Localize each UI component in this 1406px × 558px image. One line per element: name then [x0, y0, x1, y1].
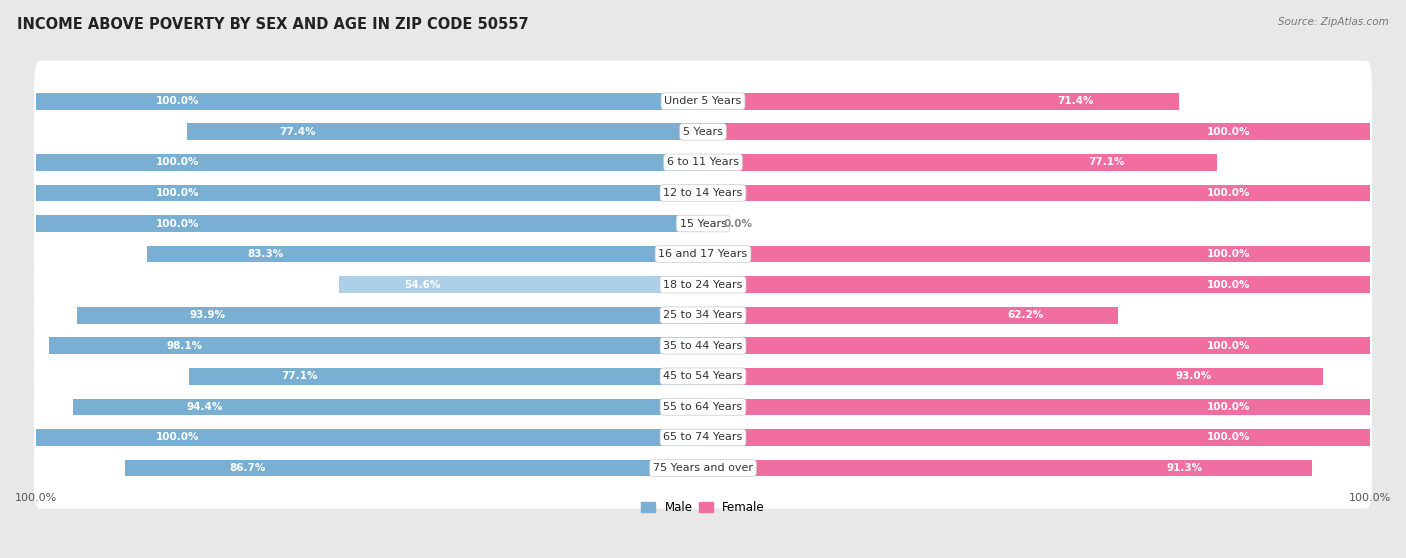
- Bar: [703, 460, 1312, 477]
- FancyBboxPatch shape: [34, 244, 1372, 325]
- Text: 18 to 24 Years: 18 to 24 Years: [664, 280, 742, 290]
- Bar: [703, 276, 1369, 293]
- Bar: [37, 154, 703, 171]
- Text: 100.0%: 100.0%: [1206, 402, 1250, 412]
- Bar: [703, 398, 1369, 415]
- Bar: [703, 368, 1323, 385]
- Bar: [125, 460, 703, 477]
- FancyBboxPatch shape: [34, 367, 1372, 448]
- Text: 93.0%: 93.0%: [1175, 371, 1212, 381]
- FancyBboxPatch shape: [34, 275, 1372, 355]
- Bar: [703, 429, 1369, 446]
- Text: 77.1%: 77.1%: [1088, 157, 1125, 167]
- Bar: [703, 123, 1369, 140]
- Bar: [37, 215, 703, 232]
- Text: 12 to 14 Years: 12 to 14 Years: [664, 188, 742, 198]
- Bar: [148, 246, 703, 262]
- Text: 77.4%: 77.4%: [280, 127, 316, 137]
- Text: Under 5 Years: Under 5 Years: [665, 96, 741, 106]
- Text: 15 Years: 15 Years: [679, 219, 727, 229]
- FancyBboxPatch shape: [34, 427, 1372, 508]
- Text: 93.9%: 93.9%: [190, 310, 225, 320]
- Text: 100.0%: 100.0%: [156, 157, 200, 167]
- Bar: [37, 429, 703, 446]
- Text: 94.4%: 94.4%: [187, 402, 224, 412]
- Bar: [703, 93, 1180, 109]
- Bar: [188, 368, 703, 385]
- Text: 16 and 17 Years: 16 and 17 Years: [658, 249, 748, 259]
- Text: 100.0%: 100.0%: [156, 432, 200, 442]
- Text: 71.4%: 71.4%: [1057, 96, 1094, 106]
- Text: 100.0%: 100.0%: [156, 188, 200, 198]
- Text: 35 to 44 Years: 35 to 44 Years: [664, 341, 742, 351]
- FancyBboxPatch shape: [34, 336, 1372, 417]
- Text: 100.0%: 100.0%: [1206, 280, 1250, 290]
- Text: 100.0%: 100.0%: [1206, 341, 1250, 351]
- FancyBboxPatch shape: [34, 183, 1372, 264]
- Text: 86.7%: 86.7%: [229, 463, 266, 473]
- Text: 5 Years: 5 Years: [683, 127, 723, 137]
- Text: 83.3%: 83.3%: [247, 249, 284, 259]
- Text: 55 to 64 Years: 55 to 64 Years: [664, 402, 742, 412]
- FancyBboxPatch shape: [34, 152, 1372, 233]
- Bar: [703, 338, 1369, 354]
- Bar: [37, 93, 703, 109]
- Bar: [339, 276, 703, 293]
- Bar: [703, 246, 1369, 262]
- Text: 100.0%: 100.0%: [1206, 188, 1250, 198]
- Legend: Male, Female: Male, Female: [637, 496, 769, 518]
- FancyBboxPatch shape: [34, 122, 1372, 203]
- Text: 100.0%: 100.0%: [1206, 249, 1250, 259]
- Text: 100.0%: 100.0%: [156, 96, 200, 106]
- Bar: [73, 398, 703, 415]
- Bar: [49, 338, 703, 354]
- Text: INCOME ABOVE POVERTY BY SEX AND AGE IN ZIP CODE 50557: INCOME ABOVE POVERTY BY SEX AND AGE IN Z…: [17, 17, 529, 32]
- Bar: [703, 154, 1218, 171]
- Bar: [703, 307, 1118, 324]
- Text: 45 to 54 Years: 45 to 54 Years: [664, 371, 742, 381]
- Text: 0.0%: 0.0%: [723, 219, 752, 229]
- Text: Source: ZipAtlas.com: Source: ZipAtlas.com: [1278, 17, 1389, 27]
- Text: 100.0%: 100.0%: [1206, 127, 1250, 137]
- Text: 54.6%: 54.6%: [405, 280, 441, 290]
- FancyBboxPatch shape: [34, 397, 1372, 478]
- Bar: [187, 123, 703, 140]
- Text: 65 to 74 Years: 65 to 74 Years: [664, 432, 742, 442]
- FancyBboxPatch shape: [34, 92, 1372, 172]
- Text: 25 to 34 Years: 25 to 34 Years: [664, 310, 742, 320]
- FancyBboxPatch shape: [34, 61, 1372, 142]
- Text: 100.0%: 100.0%: [1206, 432, 1250, 442]
- Text: 91.3%: 91.3%: [1166, 463, 1202, 473]
- Text: 77.1%: 77.1%: [281, 371, 318, 381]
- Bar: [77, 307, 703, 324]
- Bar: [703, 185, 1369, 201]
- Text: 6 to 11 Years: 6 to 11 Years: [666, 157, 740, 167]
- Text: 62.2%: 62.2%: [1007, 310, 1043, 320]
- Text: 100.0%: 100.0%: [156, 219, 200, 229]
- Text: 98.1%: 98.1%: [166, 341, 202, 351]
- Text: 75 Years and over: 75 Years and over: [652, 463, 754, 473]
- Bar: [37, 185, 703, 201]
- FancyBboxPatch shape: [34, 305, 1372, 386]
- FancyBboxPatch shape: [34, 214, 1372, 295]
